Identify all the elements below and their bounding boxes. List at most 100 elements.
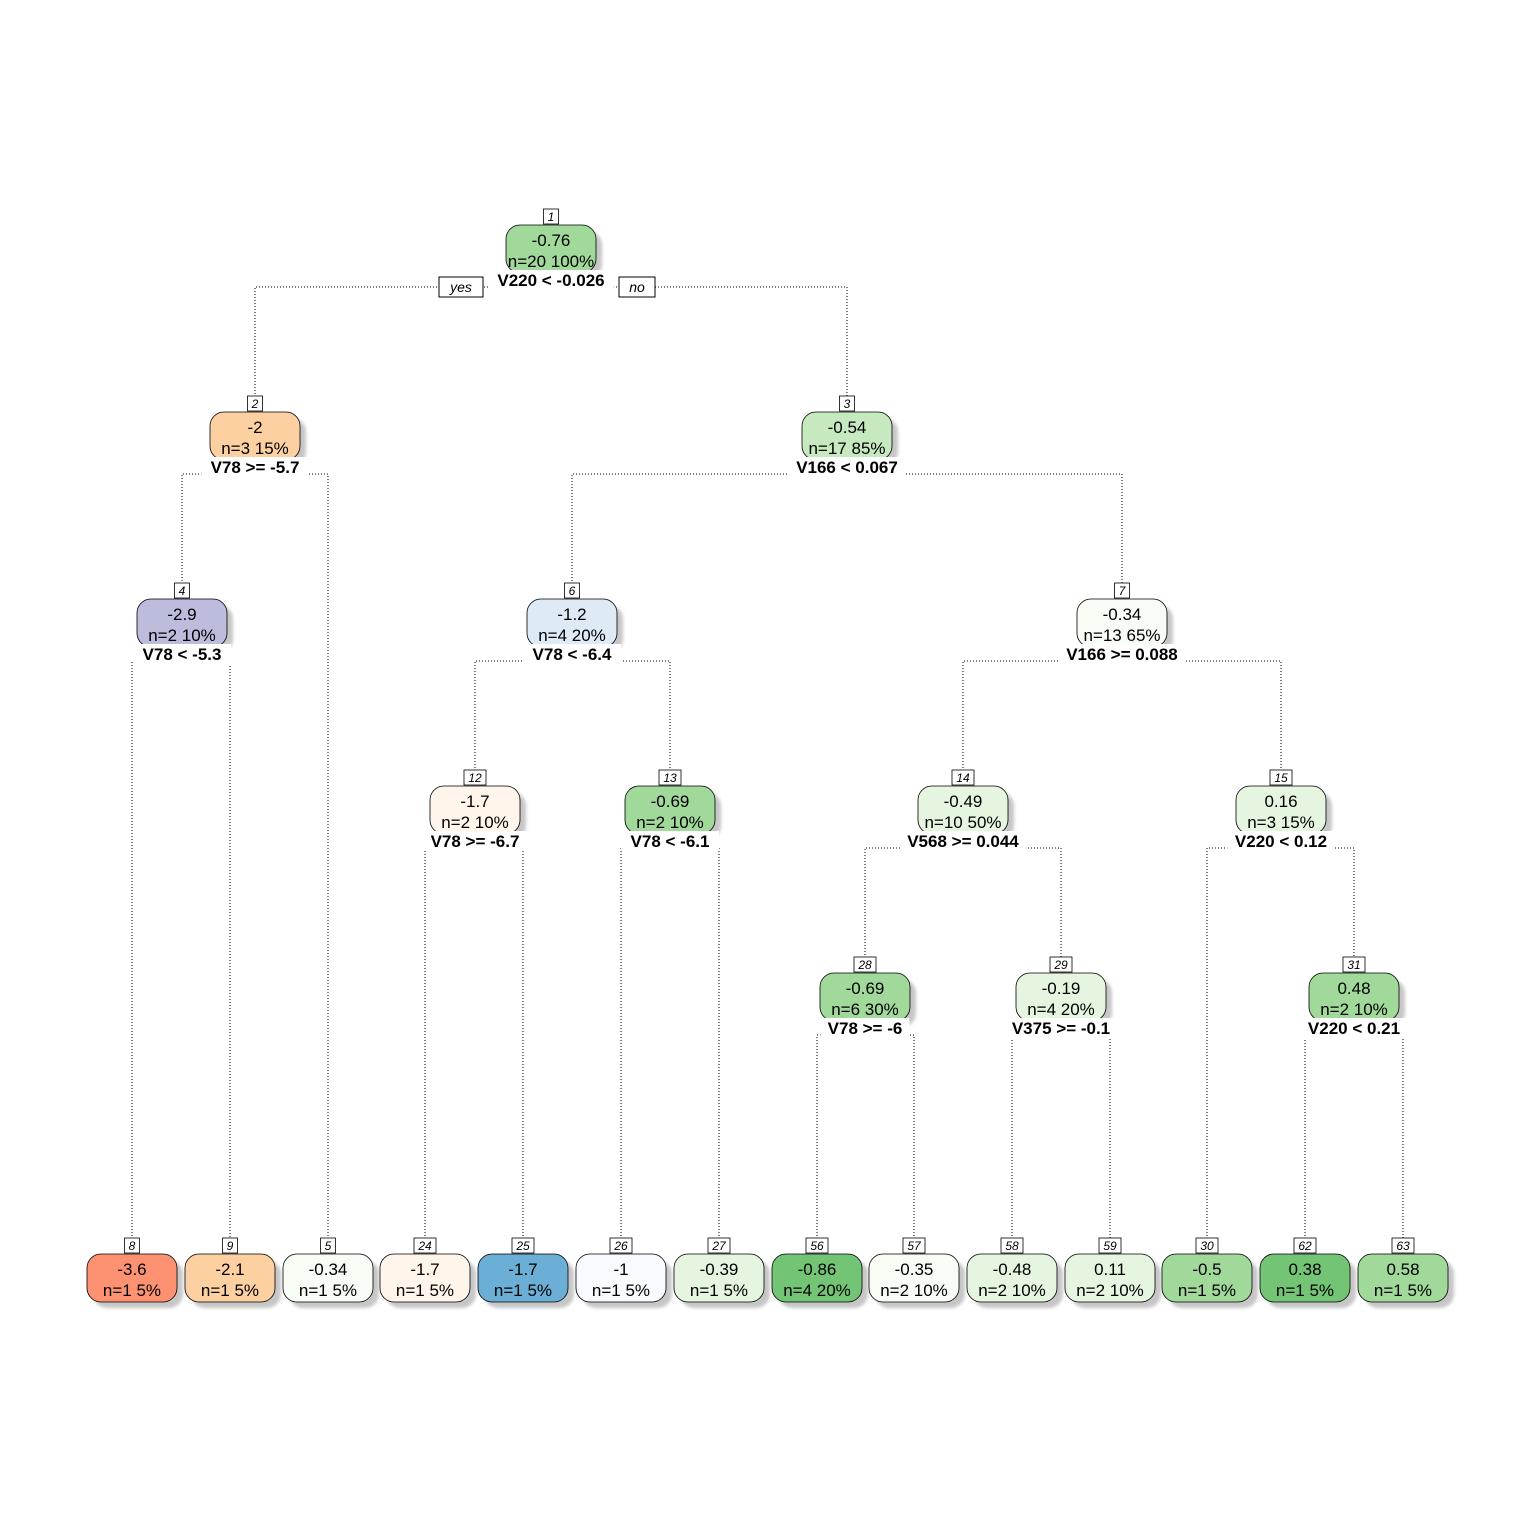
split-label-bg <box>1227 831 1335 851</box>
node-value: -0.19 <box>1042 979 1081 998</box>
node-stats: n=4 20% <box>1027 1000 1095 1019</box>
tree-node-3: 3 -0.54 n=17 85%V166 < 0.067 <box>788 395 906 477</box>
node-value: -1 <box>613 1260 628 1279</box>
node-id: 62 <box>1298 1239 1312 1253</box>
node-id: 7 <box>1119 584 1127 598</box>
node-id: 31 <box>1347 958 1360 972</box>
tree-edge-12 <box>424 847 524 1239</box>
node-value: 0.11 <box>1094 1260 1126 1279</box>
node-stats: n=1 5% <box>494 1281 552 1300</box>
tree-edge-15 <box>1206 847 1355 1239</box>
node-id: 14 <box>956 771 970 785</box>
no-label-box <box>618 276 656 298</box>
yes-label: yes <box>449 279 472 295</box>
node-value: -1.7 <box>410 1260 439 1279</box>
tree-node-1: 1 -0.76 n=20 100%V220 < -0.026 <box>488 208 614 290</box>
node-value: -0.48 <box>993 1260 1032 1279</box>
node-id-box <box>564 582 580 599</box>
branch-labels: yes no <box>438 276 656 298</box>
node-box <box>282 1253 374 1303</box>
node-box <box>1064 1253 1156 1303</box>
node-id-box <box>1114 582 1130 599</box>
node-stats: n=1 5% <box>1178 1281 1236 1300</box>
node-stats: n=4 20% <box>783 1281 851 1300</box>
node-id: 59 <box>1103 1239 1117 1253</box>
tree-edges <box>131 286 1404 1239</box>
node-id-box <box>174 582 190 599</box>
tree-edge-28 <box>816 1034 915 1239</box>
node-id-box <box>511 1237 535 1254</box>
tree-node-31: 31 0.48 n=2 10%V220 < 0.21 <box>1300 956 1408 1038</box>
node-value: -1.7 <box>508 1260 537 1279</box>
node-id: 24 <box>417 1239 432 1253</box>
node-value: -0.5 <box>1192 1260 1221 1279</box>
tree-node-14: 14 -0.49 n=10 50%V568 >= 0.044 <box>900 769 1026 851</box>
node-box <box>1259 1253 1351 1303</box>
tree-edge-13 <box>620 847 720 1239</box>
node-value: -2.9 <box>167 605 196 624</box>
node-value: -2.1 <box>215 1260 244 1279</box>
node-value: -1.2 <box>557 605 586 624</box>
tree-node-58: 58 -0.48 n=2 10% <box>966 1237 1063 1308</box>
node-stats: n=2 10% <box>441 813 509 832</box>
node-id-box <box>1195 1237 1219 1254</box>
split-label-bg <box>820 1018 910 1038</box>
tree-node-4: 4 -2.9 n=2 10%V78 < -5.3 <box>133 582 233 664</box>
node-box <box>1161 1253 1253 1303</box>
node-id-box <box>1293 1237 1317 1254</box>
node-id: 12 <box>468 771 482 785</box>
node-id-box <box>413 1237 437 1254</box>
tree-node-5: 5 -0.34 n=1 5% <box>282 1237 379 1308</box>
tree-node-28: 28 -0.69 n=6 30%V78 >= -6 <box>819 956 916 1038</box>
node-id: 15 <box>1274 771 1288 785</box>
tree-edge-7 <box>962 660 1282 771</box>
tree-node-63: 63 0.58 n=1 5% <box>1357 1237 1454 1308</box>
node-box <box>86 1253 178 1303</box>
node-id-box <box>247 395 263 412</box>
yes-label-box <box>438 276 484 298</box>
split-label: V375 >= -0.1 <box>1012 1019 1110 1038</box>
node-box <box>379 1253 471 1303</box>
tree-node-26: 26 -1 n=1 5% <box>575 1237 672 1308</box>
split-label: V78 < -6.4 <box>533 645 612 664</box>
split-label: V78 >= -5.7 <box>211 458 300 477</box>
split-label: V220 < 0.21 <box>1308 1019 1400 1038</box>
node-id: 63 <box>1396 1239 1410 1253</box>
node-id-box <box>853 956 877 973</box>
node-box <box>184 1253 276 1303</box>
tree-node-57: 57 -0.35 n=2 10% <box>868 1237 965 1308</box>
node-box <box>966 1253 1058 1303</box>
node-id-box <box>463 769 487 786</box>
node-value: -0.34 <box>1103 605 1142 624</box>
tree-edge-4 <box>131 660 231 1239</box>
tree-node-2: 2 -2 n=3 15%V78 >= -5.7 <box>201 395 309 477</box>
split-label-bg <box>621 831 719 851</box>
split-label-bg <box>1059 644 1185 664</box>
node-stats: n=10 50% <box>924 813 1001 832</box>
split-label-bg <box>421 831 529 851</box>
node-stats: n=2 10% <box>880 1281 948 1300</box>
node-id: 27 <box>711 1239 727 1253</box>
node-value: -1.7 <box>460 792 489 811</box>
node-id-box <box>609 1237 633 1254</box>
node-box <box>868 1253 960 1303</box>
node-id-box <box>805 1237 829 1254</box>
tree-edge-1 <box>254 286 848 397</box>
tree-node-12: 12 -1.7 n=2 10%V78 >= -6.7 <box>421 769 529 851</box>
tree-node-9: 9 -2.1 n=1 5% <box>184 1237 281 1308</box>
node-value: 0.58 <box>1386 1260 1419 1279</box>
tree-edge-29 <box>1011 1034 1111 1239</box>
node-stats: n=2 10% <box>1076 1281 1144 1300</box>
node-id: 5 <box>325 1239 332 1253</box>
tree-edge-2 <box>181 473 329 1239</box>
node-id: 58 <box>1005 1239 1019 1253</box>
split-label: V166 >= 0.088 <box>1066 645 1178 664</box>
node-value: -0.54 <box>828 418 867 437</box>
node-value: 0.38 <box>1288 1260 1321 1279</box>
split-label-bg <box>1300 1018 1408 1038</box>
node-id-box <box>1342 956 1366 973</box>
node-value: -0.86 <box>798 1260 837 1279</box>
tree-node-56: 56 -0.86 n=4 20% <box>771 1237 868 1308</box>
node-id: 6 <box>569 584 576 598</box>
node-box <box>1357 1253 1449 1303</box>
